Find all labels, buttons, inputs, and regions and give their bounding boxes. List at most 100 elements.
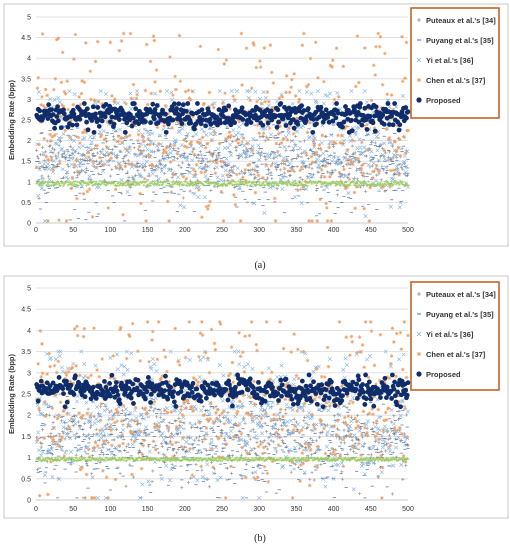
point-yi xyxy=(308,173,313,178)
point-chen xyxy=(176,359,180,364)
point-chen xyxy=(272,108,276,112)
point-puteaux xyxy=(320,164,325,168)
point-chen xyxy=(48,132,52,137)
point-yi xyxy=(396,435,401,440)
point-chen xyxy=(284,382,289,387)
point-yi xyxy=(57,476,62,481)
point-chen xyxy=(160,374,165,378)
point-chen xyxy=(235,411,239,416)
point-puteaux xyxy=(262,134,266,139)
point-puteaux xyxy=(151,409,156,413)
point-yi xyxy=(274,154,279,160)
point-band xyxy=(116,182,120,185)
point-chen xyxy=(323,451,328,456)
point-chen xyxy=(203,170,207,174)
point-band xyxy=(255,183,259,186)
point-chen xyxy=(91,159,96,164)
point-proposed xyxy=(188,120,194,126)
point-yi xyxy=(94,405,100,410)
point-proposed xyxy=(111,121,117,127)
point-yi xyxy=(181,415,186,420)
point-chen xyxy=(389,93,394,97)
point-yi xyxy=(226,434,231,439)
point-yi xyxy=(344,362,350,367)
point-proposed xyxy=(305,106,311,111)
point-yi xyxy=(362,89,367,94)
point-yi xyxy=(326,408,331,413)
point-chen xyxy=(136,349,140,354)
y-tick-label: 5 xyxy=(27,286,31,293)
point-chen xyxy=(195,140,200,144)
point-yi xyxy=(262,210,267,215)
data-points xyxy=(34,31,411,223)
point-chen xyxy=(66,370,71,374)
point-yi xyxy=(242,143,247,148)
point-band xyxy=(66,183,70,187)
point-chen xyxy=(354,84,358,89)
point-chen xyxy=(102,439,107,443)
point-proposed xyxy=(311,116,316,122)
point-chen xyxy=(128,31,133,36)
point-chen xyxy=(220,411,224,416)
point-chen xyxy=(270,370,274,375)
point-proposed xyxy=(314,121,319,127)
point-band xyxy=(292,184,295,187)
point-chen xyxy=(123,164,128,169)
point-puteaux xyxy=(176,447,180,452)
x-tick-label: 500 xyxy=(402,506,414,513)
point-band xyxy=(282,182,286,186)
point-chen xyxy=(139,201,143,206)
point-puteaux xyxy=(42,158,46,163)
point-yi xyxy=(231,128,236,133)
point-proposed xyxy=(81,101,87,106)
point-chen xyxy=(232,97,237,102)
point-chen xyxy=(374,44,378,49)
point-puteaux xyxy=(240,140,244,144)
point-chen xyxy=(142,438,146,443)
point-chen xyxy=(139,150,144,155)
point-chen xyxy=(342,126,347,131)
point-yi xyxy=(92,421,97,426)
point-yi xyxy=(89,140,94,145)
point-chen xyxy=(210,102,215,107)
point-puteaux xyxy=(282,162,286,166)
point-yi xyxy=(377,428,382,433)
point-chen xyxy=(269,163,273,168)
point-band xyxy=(335,180,338,183)
point-puteaux xyxy=(199,450,203,455)
point-yi xyxy=(97,413,102,418)
point-puteaux xyxy=(272,136,276,140)
point-puteaux xyxy=(135,422,139,427)
point-chen xyxy=(383,51,387,56)
point-band xyxy=(184,179,187,183)
point-chen xyxy=(75,333,80,338)
point-chen xyxy=(56,359,61,364)
point-yi xyxy=(83,373,88,379)
point-band xyxy=(112,180,116,183)
point-chen xyxy=(284,74,289,78)
point-puteaux xyxy=(391,156,395,160)
point-yi xyxy=(187,449,192,454)
x-tick-label: 400 xyxy=(328,506,340,513)
point-yi xyxy=(138,174,143,179)
point-puteaux xyxy=(246,149,250,154)
point-yi xyxy=(281,156,286,161)
point-puteaux xyxy=(114,427,118,431)
point-chen xyxy=(131,82,136,87)
point-band xyxy=(79,182,83,185)
point-chen xyxy=(126,182,131,186)
point-yi xyxy=(253,89,258,94)
point-chen xyxy=(209,138,214,143)
point-proposed xyxy=(218,120,223,126)
point-chen xyxy=(145,42,149,47)
point-puteaux xyxy=(197,159,201,163)
point-chen xyxy=(90,496,95,500)
point-chen xyxy=(83,496,87,500)
point-puteaux xyxy=(40,441,44,446)
point-chen xyxy=(314,367,319,371)
point-proposed xyxy=(174,106,180,111)
point-band xyxy=(223,183,227,186)
point-chen xyxy=(252,43,256,47)
point-chen xyxy=(127,162,131,166)
point-chen xyxy=(144,411,148,416)
